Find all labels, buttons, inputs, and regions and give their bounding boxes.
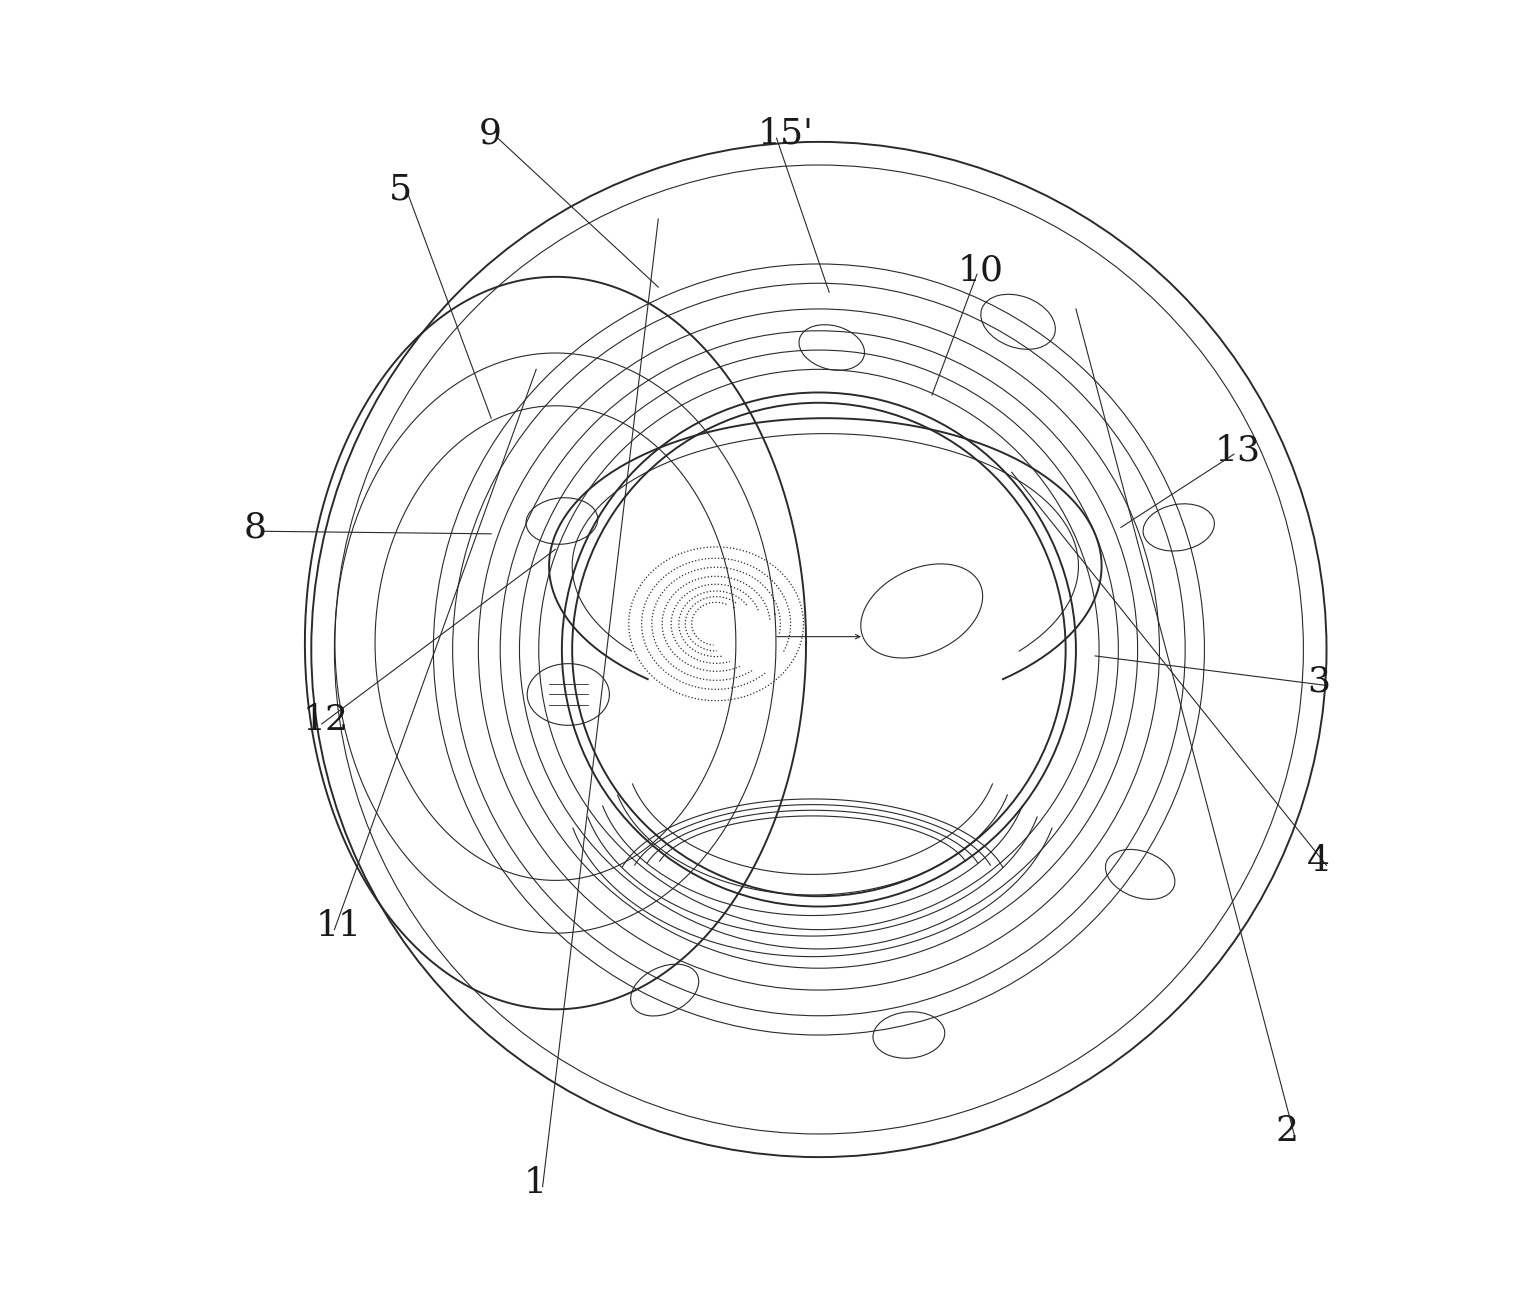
Text: 1: 1 (523, 1165, 546, 1199)
Text: 9: 9 (479, 117, 502, 151)
Text: 4: 4 (1308, 844, 1331, 878)
Text: 11: 11 (315, 908, 361, 943)
Text: 8: 8 (243, 511, 266, 544)
Text: 15': 15' (757, 117, 814, 151)
Text: 2: 2 (1276, 1115, 1299, 1148)
Text: 13: 13 (1214, 433, 1260, 468)
Text: 3: 3 (1308, 664, 1331, 699)
Text: 12: 12 (302, 703, 348, 737)
Text: 5: 5 (388, 173, 411, 207)
Text: 10: 10 (958, 253, 1004, 287)
